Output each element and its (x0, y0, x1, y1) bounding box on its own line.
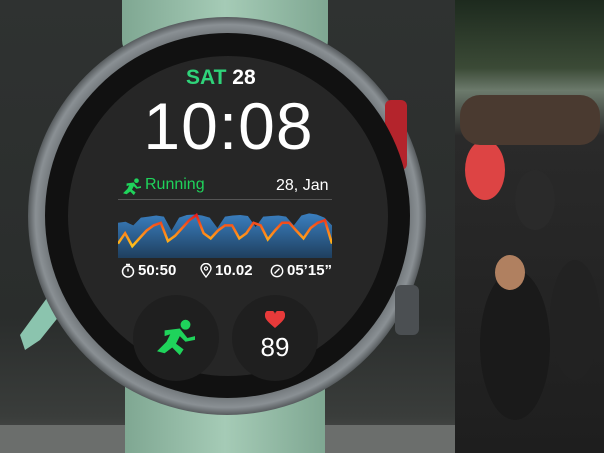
day-of-week: SAT (186, 66, 227, 89)
divider (118, 199, 332, 200)
date: SAT 28 (186, 66, 256, 90)
stopwatch-icon (121, 263, 135, 278)
pace-gauge-icon (270, 264, 284, 277)
day-of-month: 28 (232, 66, 256, 89)
heart-rate-value: 89 (260, 332, 290, 362)
stat-distance: 10.02 (200, 262, 253, 279)
running-icon (123, 178, 141, 196)
running-icon (157, 319, 195, 356)
activity-graph (118, 213, 332, 258)
watch-back-button[interactable] (395, 285, 419, 335)
heart-rate-line (118, 213, 332, 249)
location-pin-icon (200, 263, 212, 278)
workout-complication[interactable] (133, 295, 219, 381)
crowd-photo (455, 0, 604, 453)
stat-duration: 50:50 (121, 262, 176, 279)
heart-icon (265, 311, 285, 328)
time: 10:08 (143, 89, 314, 163)
activity-label[interactable]: Running (145, 176, 205, 193)
watch-display (68, 56, 388, 376)
activity-date: 28, Jan (276, 177, 329, 194)
stat-pace: 05’15” (270, 262, 332, 279)
heart-rate-complication[interactable] (232, 295, 318, 381)
pace-area (118, 213, 332, 258)
